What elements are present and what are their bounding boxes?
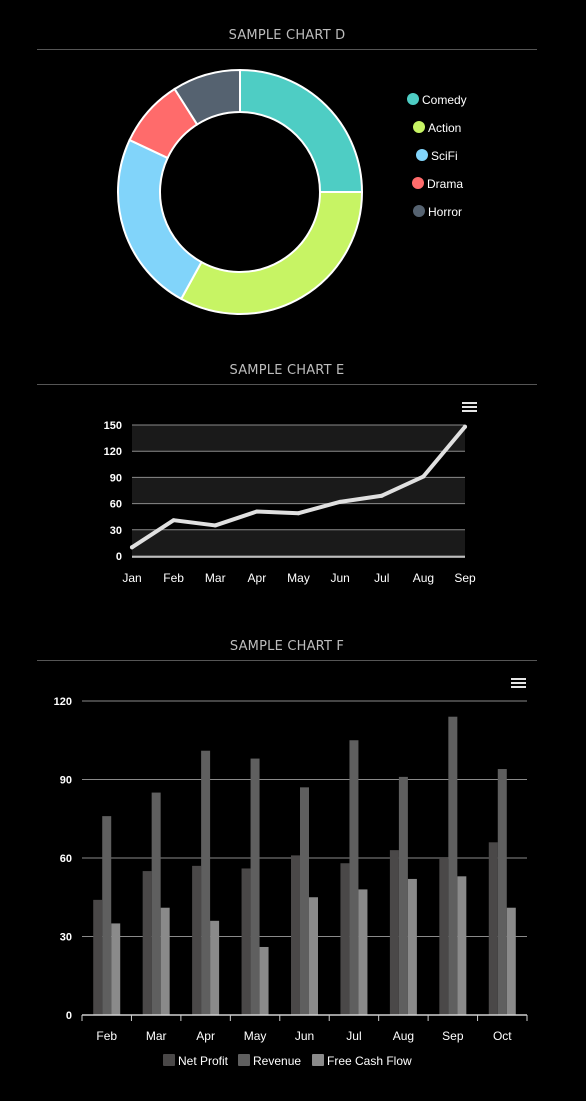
chart-f-menu-icon[interactable] [508, 674, 529, 690]
bar-free-cash-flow [161, 908, 170, 1015]
bar-revenue [300, 787, 309, 1015]
bar-free-cash-flow [358, 889, 367, 1015]
legend-label: Free Cash Flow [327, 1054, 412, 1068]
bar-net-profit [340, 863, 349, 1015]
legend-label: Revenue [253, 1054, 301, 1068]
menu-hit-area [508, 674, 529, 690]
legend-item-revenue[interactable]: Revenue [238, 1054, 301, 1068]
bar-revenue [349, 740, 358, 1015]
bar-revenue [251, 759, 260, 1015]
y-tick-label: 30 [60, 932, 72, 944]
x-tick-label: Jun [295, 1029, 314, 1043]
x-tick-label: Apr [196, 1029, 215, 1043]
y-tick-label: 0 [66, 1010, 72, 1022]
bar-revenue [448, 717, 457, 1015]
bar-revenue [152, 793, 161, 1015]
bar-free-cash-flow [507, 908, 516, 1015]
bar-revenue [201, 751, 210, 1015]
bar-net-profit [439, 858, 448, 1015]
x-tick-label: Mar [146, 1029, 167, 1043]
legend-label: Net Profit [178, 1054, 229, 1068]
bar-free-cash-flow [260, 947, 269, 1015]
bar-net-profit [192, 866, 201, 1015]
bar-revenue [102, 816, 111, 1015]
x-tick-label: Sep [442, 1029, 464, 1043]
bar-net-profit [390, 850, 399, 1015]
y-tick-label: 90 [60, 775, 72, 787]
bar-free-cash-flow [457, 876, 466, 1015]
legend-item-free-cash-flow[interactable]: Free Cash Flow [312, 1054, 412, 1068]
bar-net-profit [93, 900, 102, 1015]
bar-net-profit [489, 842, 498, 1015]
x-tick-label: Oct [493, 1029, 512, 1043]
bar-revenue [498, 769, 507, 1015]
bar-net-profit [291, 855, 300, 1015]
y-tick-label: 60 [60, 853, 72, 865]
bar-free-cash-flow [111, 923, 120, 1015]
legend-swatch [163, 1054, 175, 1066]
y-tick-label: 120 [54, 696, 72, 708]
legend-swatch [312, 1054, 324, 1066]
legend-item-net-profit[interactable]: Net Profit [163, 1054, 229, 1068]
bar-free-cash-flow [309, 897, 318, 1015]
bar-net-profit [242, 868, 251, 1015]
bar-revenue [399, 777, 408, 1015]
bar-free-cash-flow [408, 879, 417, 1015]
x-tick-label: May [244, 1029, 267, 1043]
bar-net-profit [143, 871, 152, 1015]
legend-swatch [238, 1054, 250, 1066]
x-tick-label: Aug [393, 1029, 414, 1043]
bar-free-cash-flow [210, 921, 219, 1015]
x-tick-label: Jul [346, 1029, 361, 1043]
x-tick-label: Feb [96, 1029, 117, 1043]
